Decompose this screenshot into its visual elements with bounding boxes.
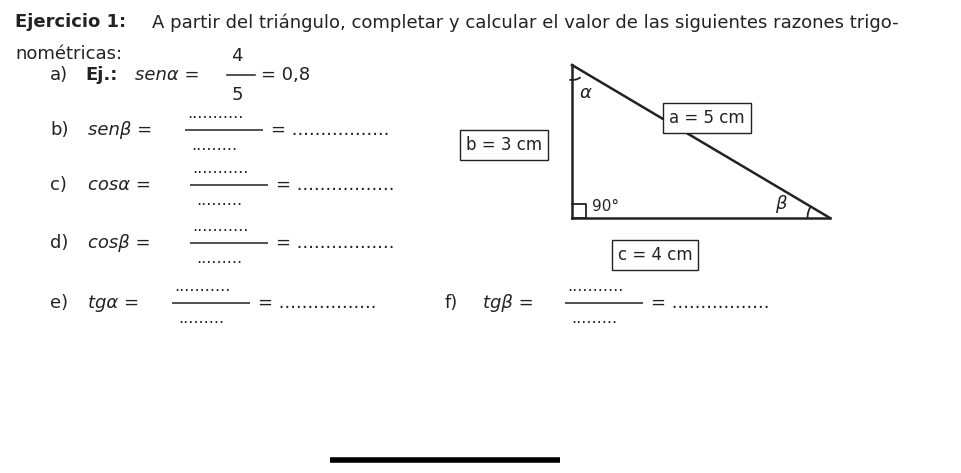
Text: tgα =: tgα = [88,294,139,312]
Text: e): e) [50,294,68,312]
Text: Ejercicio 1:: Ejercicio 1: [15,13,126,31]
Text: f): f) [445,294,458,312]
Text: = .................: = ................. [258,294,377,312]
Text: A partir del triángulo, completar y calcular el valor de las siguientes razones : A partir del triángulo, completar y calc… [152,13,899,32]
Text: 5: 5 [232,86,243,104]
Text: tgβ =: tgβ = [483,294,533,312]
Text: β: β [775,195,786,213]
Text: .........: ......... [571,311,617,326]
Text: b = 3 cm: b = 3 cm [466,136,542,154]
Text: ...........: ........... [174,279,231,294]
Text: .........: ......... [178,311,224,326]
Text: c): c) [50,176,67,194]
Text: cosα =: cosα = [88,176,151,194]
Text: 4: 4 [232,46,243,64]
Text: senα =: senα = [135,66,200,84]
Text: b): b) [50,121,68,139]
Text: ...........: ........... [567,279,624,294]
Text: Ej.:: Ej.: [85,66,117,84]
Text: α: α [579,84,591,102]
Text: = .................: = ................. [276,234,395,252]
Text: c = 4 cm: c = 4 cm [618,246,692,264]
Text: d): d) [50,234,68,252]
Text: = .................: = ................. [276,176,395,194]
Text: = .................: = ................. [651,294,770,312]
Text: a = 5 cm: a = 5 cm [669,109,745,127]
Text: ...........: ........... [187,106,243,121]
Text: ...........: ........... [192,161,248,176]
Text: senβ =: senβ = [88,121,152,139]
Text: .........: ......... [191,138,237,153]
Text: 90°: 90° [592,199,619,213]
Text: a): a) [50,66,68,84]
Text: nométricas:: nométricas: [15,45,122,63]
Text: .........: ......... [196,251,242,266]
Text: = .................: = ................. [271,121,389,139]
Text: cosβ =: cosβ = [88,234,151,252]
Text: = 0,8: = 0,8 [261,66,310,84]
Text: ...........: ........... [192,219,248,234]
Text: .........: ......... [196,193,242,208]
